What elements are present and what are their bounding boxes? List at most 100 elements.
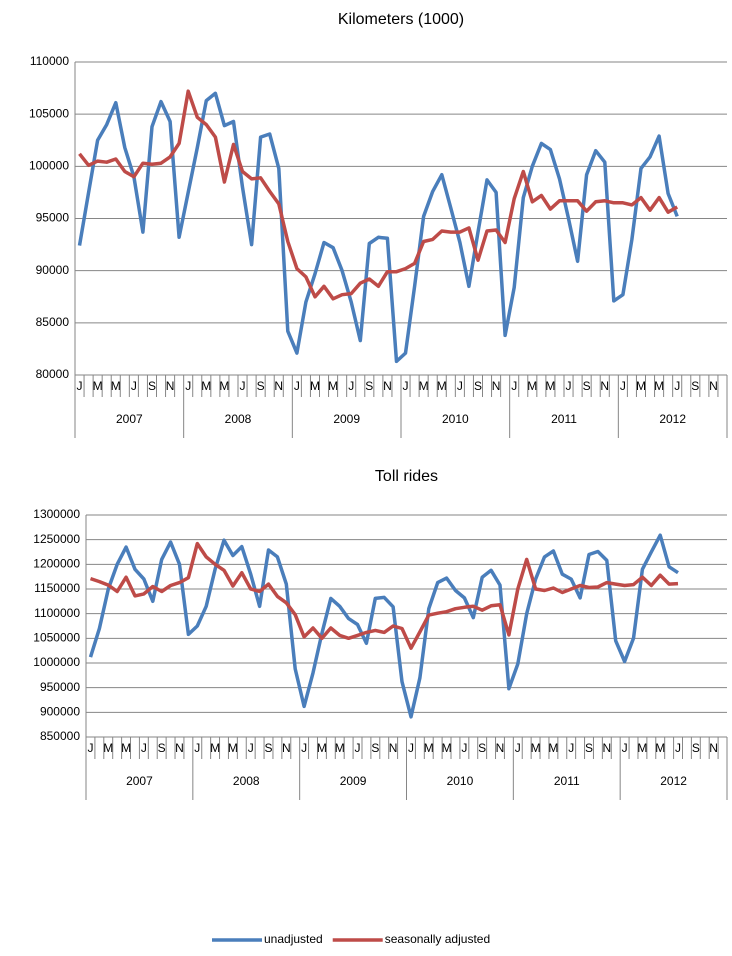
x-tick-label: M: [201, 379, 211, 393]
year-label: 2007: [126, 774, 153, 788]
year-label: 2008: [233, 774, 260, 788]
x-tick-label: J: [348, 379, 354, 393]
x-tick-label: M: [527, 379, 537, 393]
x-tick-label: S: [474, 379, 482, 393]
x-tick-label: J: [240, 379, 246, 393]
x-tick-label: M: [317, 741, 327, 755]
x-tick-label: S: [583, 379, 591, 393]
x-tick-label: N: [709, 741, 718, 755]
x-tick-label: J: [355, 741, 361, 755]
legend-label: unadjusted: [264, 932, 323, 946]
y-tick-label: 1100000: [34, 606, 80, 620]
x-tick-label: N: [166, 379, 175, 393]
y-tick-label: 85000: [36, 315, 70, 329]
x-tick-label: M: [228, 741, 238, 755]
x-tick-label: M: [437, 379, 447, 393]
x-tick-label: J: [622, 741, 628, 755]
x-tick-label: J: [87, 741, 93, 755]
y-tick-label: 1250000: [33, 532, 80, 546]
y-tick-label: 900000: [40, 705, 80, 719]
y-tick-label: 110000: [30, 54, 69, 68]
x-tick-label: J: [141, 741, 147, 755]
y-tick-label: 105000: [29, 106, 69, 120]
x-tick-label: M: [655, 741, 665, 755]
year-label: 2011: [551, 412, 577, 426]
x-tick-label: S: [478, 741, 486, 755]
x-tick-label: N: [383, 379, 392, 393]
y-tick-label: 100000: [29, 159, 69, 173]
year-label: 2009: [333, 412, 360, 426]
x-tick-label: J: [515, 741, 521, 755]
x-tick-label: M: [545, 379, 555, 393]
x-tick-label: M: [637, 741, 647, 755]
y-tick-label: 1200000: [33, 557, 80, 571]
x-tick-label: J: [675, 741, 681, 755]
data-line: [89, 541, 679, 650]
x-tick-label: S: [691, 379, 699, 393]
x-tick-label: J: [511, 379, 517, 393]
year-label: 2012: [659, 412, 686, 426]
x-tick-label: M: [93, 379, 103, 393]
x-tick-label: J: [248, 741, 254, 755]
y-tick-label: 850000: [40, 729, 80, 743]
x-tick-label: J: [568, 741, 574, 755]
x-tick-label: N: [600, 379, 609, 393]
year-label: 2012: [660, 774, 687, 788]
x-tick-label: J: [294, 379, 300, 393]
year-label: 2011: [554, 774, 580, 788]
x-tick-label: N: [496, 741, 505, 755]
legend-label: seasonally adjusted: [385, 932, 490, 946]
x-tick-label: J: [674, 379, 680, 393]
x-tick-label: M: [219, 379, 229, 393]
x-tick-label: J: [566, 379, 572, 393]
x-tick-label: J: [457, 379, 463, 393]
x-tick-label: S: [148, 379, 156, 393]
x-tick-label: J: [194, 741, 200, 755]
year-label: 2009: [340, 774, 367, 788]
x-tick-label: S: [257, 379, 265, 393]
x-tick-label: S: [585, 741, 593, 755]
data-line: [78, 89, 679, 301]
x-tick-label: N: [282, 741, 291, 755]
x-tick-label: N: [274, 379, 283, 393]
x-tick-label: M: [442, 741, 452, 755]
x-tick-label: M: [121, 741, 131, 755]
x-tick-label: M: [103, 741, 113, 755]
x-tick-label: S: [692, 741, 700, 755]
x-tick-label: N: [389, 741, 398, 755]
chart-title: Kilometers (1000): [338, 11, 464, 28]
x-tick-label: S: [365, 379, 373, 393]
x-tick-label: N: [492, 379, 501, 393]
x-tick-label: S: [371, 741, 379, 755]
x-tick-label: J: [408, 741, 414, 755]
x-tick-label: N: [709, 379, 718, 393]
x-tick-label: J: [301, 741, 307, 755]
y-tick-label: 1000000: [33, 655, 80, 669]
x-tick-label: M: [419, 379, 429, 393]
x-tick-label: N: [175, 741, 184, 755]
y-tick-label: 90000: [36, 263, 70, 277]
y-tick-label: 1050000: [33, 631, 80, 645]
data-line: [88, 533, 679, 719]
x-tick-label: J: [620, 379, 626, 393]
x-tick-label: J: [185, 379, 191, 393]
x-tick-label: M: [328, 379, 338, 393]
x-tick-label: M: [654, 379, 664, 393]
year-label: 2010: [447, 774, 474, 788]
x-tick-label: J: [131, 379, 137, 393]
data-line: [77, 91, 679, 364]
x-tick-label: M: [310, 379, 320, 393]
x-tick-label: M: [335, 741, 345, 755]
y-tick-label: 80000: [36, 367, 70, 381]
y-tick-label: 1150000: [34, 581, 80, 595]
y-tick-label: 1300000: [33, 507, 80, 521]
x-tick-label: N: [602, 741, 611, 755]
year-label: 2007: [116, 412, 143, 426]
x-tick-label: M: [548, 741, 558, 755]
x-tick-label: S: [264, 741, 272, 755]
x-tick-label: M: [531, 741, 541, 755]
x-tick-label: M: [111, 379, 121, 393]
x-tick-label: J: [461, 741, 467, 755]
